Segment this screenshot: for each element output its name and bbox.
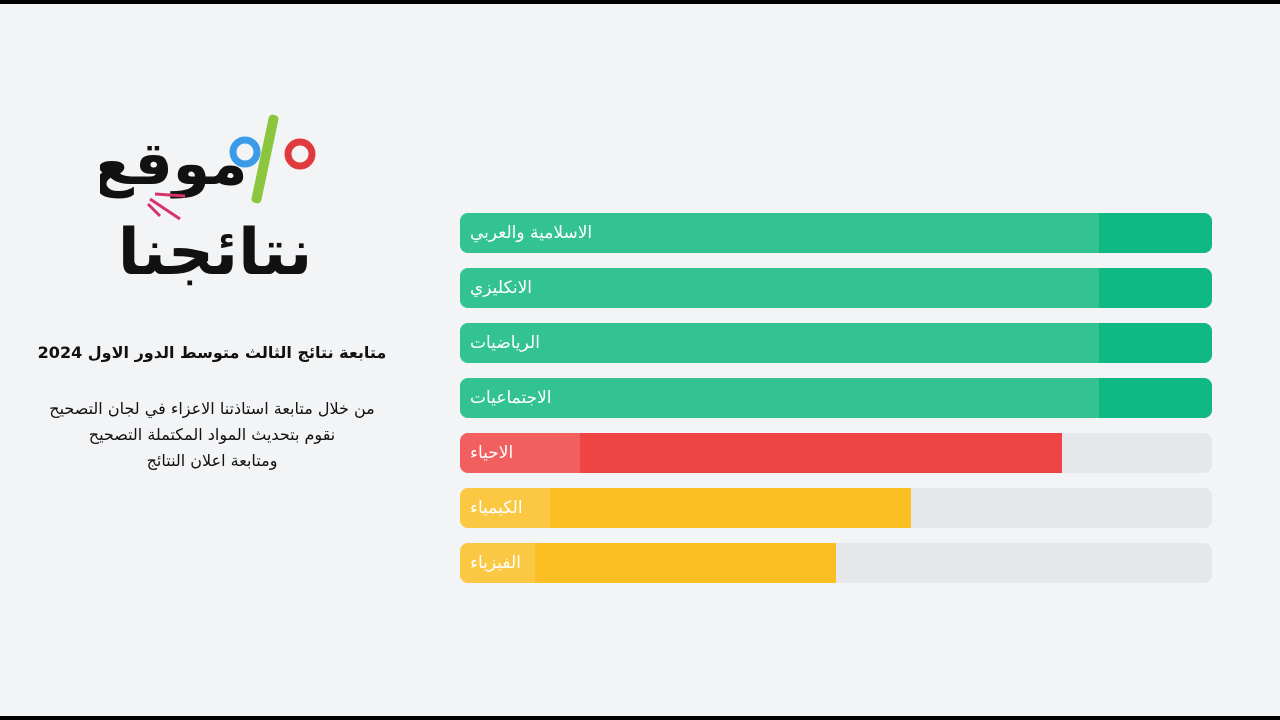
progress-track: الانكليزي bbox=[460, 268, 1212, 308]
logo-line2: نتائجنا bbox=[118, 216, 313, 290]
progress-track: الاحياء bbox=[460, 433, 1212, 473]
progress-shine bbox=[460, 268, 1100, 308]
logo-pencil bbox=[251, 114, 279, 204]
intro-line: من خلال متابعة استاذتنا الاعزاء في لجان … bbox=[49, 399, 375, 418]
logo-circle bbox=[229, 136, 261, 168]
progress-label: الرياضيات bbox=[470, 333, 540, 353]
progress-fill bbox=[460, 488, 912, 528]
progress-fill bbox=[460, 543, 836, 583]
progress-label: الفيزياء bbox=[470, 553, 521, 573]
logo-line1: موقع bbox=[100, 129, 248, 199]
logo-sparkle bbox=[146, 192, 186, 221]
progress-shine bbox=[460, 378, 1100, 418]
intro-line: ومتابعة اعلان النتائج bbox=[146, 451, 278, 470]
progress-fill bbox=[460, 268, 1212, 308]
progress-track: الاسلامية والعربي bbox=[460, 213, 1212, 253]
progress-shine bbox=[460, 323, 1100, 363]
logo-circle bbox=[284, 138, 316, 170]
intro-title: متابعة نتائج الثالث متوسط الدور الاول 20… bbox=[37, 343, 387, 362]
progress-track: الفيزياء bbox=[460, 543, 1212, 583]
progress-label: الانكليزي bbox=[470, 278, 532, 298]
progress-fill bbox=[460, 323, 1212, 363]
progress-shine bbox=[460, 213, 1100, 253]
progress-label: الاسلامية والعربي bbox=[470, 223, 593, 243]
intro: متابعة نتائج الثالث متوسط الدور الاول 20… bbox=[10, 340, 414, 474]
progress-fill bbox=[460, 433, 1062, 473]
progress-list: الاسلامية والعربي الانكليزي الرياضيات الاجت… bbox=[460, 213, 1212, 598]
progress-label: الاحياء bbox=[470, 443, 514, 463]
progress-shine bbox=[460, 488, 551, 528]
progress-label: الاجتماعيات bbox=[470, 388, 552, 408]
progress-label: الكيمياء bbox=[470, 498, 523, 518]
logo: موقع نتائجنا bbox=[100, 114, 316, 290]
progress-shine bbox=[460, 433, 581, 473]
progress-shine bbox=[460, 543, 536, 583]
progress-track: الكيمياء bbox=[460, 488, 1212, 528]
progress-fill bbox=[460, 378, 1212, 418]
progress-track: الرياضيات bbox=[460, 323, 1212, 363]
intro-line: نقوم بتحديث المواد المكتملة التصحيح bbox=[88, 425, 336, 444]
progress-track: الاجتماعيات bbox=[460, 378, 1212, 418]
progress-fill bbox=[460, 213, 1212, 253]
